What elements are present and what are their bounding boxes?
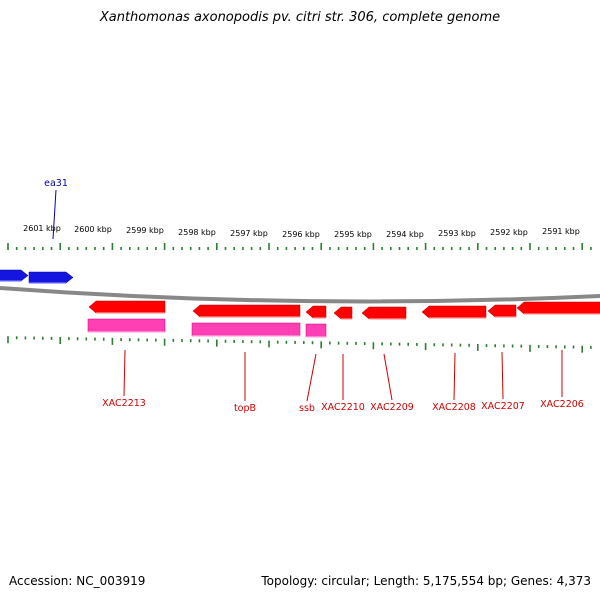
gene-label: XAC2209 [370, 402, 414, 413]
topology-text: Topology: circular; Length: 5,175,554 bp… [261, 574, 591, 588]
label-leader [453, 352, 456, 401]
gene-label: ssb [299, 403, 315, 414]
scale-label: 2598 kbp [178, 228, 216, 237]
rna-feature-track [87, 318, 327, 338]
reverse-gene-track [88, 300, 600, 320]
rna-feature [191, 322, 301, 337]
genome-title: Xanthomonas axonopodis pv. citri str. 30… [99, 10, 501, 25]
rna-feature [87, 318, 166, 333]
gene-label-ea31: ea31 [44, 178, 68, 189]
gene-labels: ea31 XAC2213 topB ssb XAC2210 XAC2209 XAC2208 X… [44, 178, 584, 414]
reverse-gene-arrow [333, 306, 353, 320]
scale-labels: 2601 kbp 2600 kbp 2599 kbp 2598 kbp 2597 kbp… [23, 224, 580, 239]
gene-label: XAC2207 [481, 401, 525, 412]
gene-label: topB [234, 403, 256, 414]
reverse-gene-arrow [421, 305, 487, 319]
reverse-gene-arrow [516, 301, 600, 315]
scale-label: 2599 kbp [126, 226, 164, 235]
label-leader [123, 349, 126, 397]
label-leaders [52, 189, 563, 402]
scale-label: 2600 kbp [74, 225, 112, 234]
reverse-gene-arrow [487, 304, 517, 318]
reverse-gene-arrow [361, 306, 407, 320]
gene-label: XAC2208 [432, 402, 476, 413]
gene-label: XAC2206 [540, 399, 584, 410]
label-leader [383, 353, 393, 401]
genome-backbone [0, 286, 600, 304]
label-leader [306, 353, 317, 402]
upper-tick-track [7, 243, 592, 250]
scale-label: 2595 kbp [334, 230, 372, 239]
lower-tick-track [7, 336, 592, 353]
scale-label: 2601 kbp [23, 224, 61, 233]
forward-gene-arrow [28, 271, 74, 284]
accession-text: Accession: NC_003919 [9, 574, 146, 588]
reverse-gene-arrow [88, 300, 166, 314]
gene-label: XAC2213 [102, 398, 146, 409]
label-leader [501, 351, 504, 400]
label-leader [52, 189, 57, 240]
forward-gene-arrow [0, 269, 29, 282]
gene-label: XAC2210 [321, 402, 365, 413]
scale-label: 2594 kbp [386, 230, 424, 239]
reverse-gene-arrow [305, 305, 327, 319]
forward-gene-track [0, 269, 74, 284]
scale-label: 2597 kbp [230, 229, 268, 238]
scale-label: 2591 kbp [542, 227, 580, 236]
reverse-gene-arrow [192, 304, 301, 318]
scale-label: 2592 kbp [490, 228, 528, 237]
scale-label: 2596 kbp [282, 230, 320, 239]
rna-feature [305, 323, 327, 338]
scale-label: 2593 kbp [438, 229, 476, 238]
